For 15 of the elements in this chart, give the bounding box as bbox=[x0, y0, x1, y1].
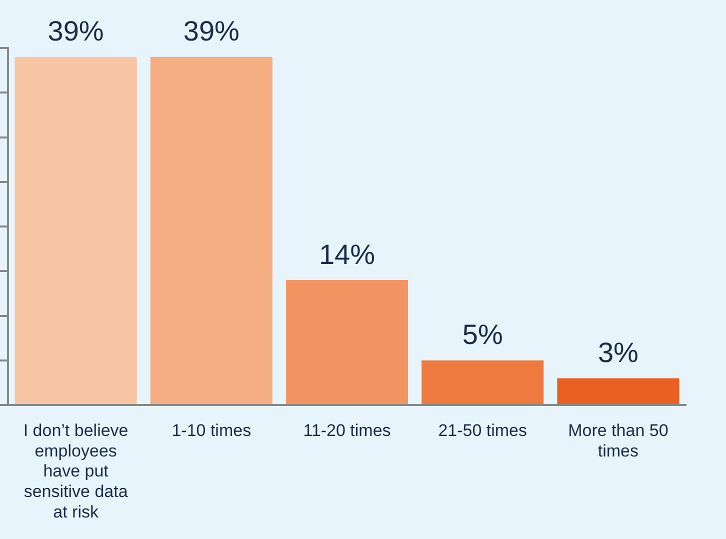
data-label: 3% bbox=[598, 336, 638, 368]
bar bbox=[557, 378, 680, 404]
x-tick-label: 1-10 times bbox=[172, 420, 252, 440]
bar bbox=[14, 56, 137, 404]
bar bbox=[150, 56, 272, 404]
bar bbox=[286, 280, 408, 404]
data-label: 39% bbox=[48, 16, 104, 47]
x-tick-label: I don’t believe employees have put sensitive data at risk bbox=[23, 420, 128, 522]
x-tick-label: 11-20 times bbox=[303, 420, 391, 440]
data-label: 5% bbox=[462, 319, 503, 350]
data-label: 14% bbox=[318, 238, 376, 270]
bar bbox=[422, 360, 544, 404]
x-tick-label: More than 50 times bbox=[568, 420, 668, 460]
x-tick-label: 21-50 times bbox=[438, 420, 528, 440]
data-label: 39% bbox=[183, 16, 240, 47]
